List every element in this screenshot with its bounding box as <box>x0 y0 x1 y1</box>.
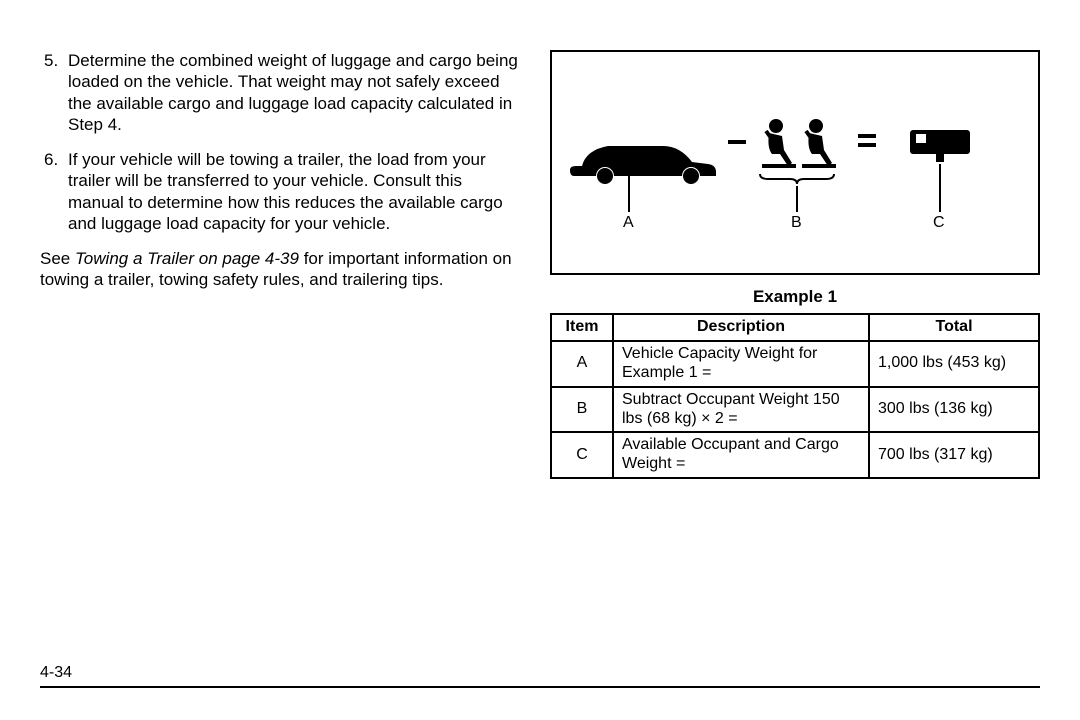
left-column: 5. Determine the combined weight of lugg… <box>40 50 520 479</box>
example-caption: Example 1 <box>550 287 1040 307</box>
step-5: 5. Determine the combined weight of lugg… <box>68 50 520 135</box>
see-reference: See Towing a Trailer on page 4-39 for im… <box>40 248 520 291</box>
page-footer: 4-34 <box>40 662 1040 688</box>
load-diagram: A <box>550 50 1040 275</box>
pointer-b <box>796 186 798 212</box>
cell-desc: Vehicle Capacity Weight for Example 1 = <box>613 341 869 387</box>
step-6: 6. If your vehicle will be towing a trai… <box>68 149 520 234</box>
cell-desc: Available Occupant and Cargo Weight = <box>613 432 869 478</box>
label-a: A <box>623 214 634 232</box>
occupants-icon <box>758 118 836 179</box>
step-text: If your vehicle will be towing a trailer… <box>68 150 503 233</box>
cell-total: 700 lbs (317 kg) <box>869 432 1039 478</box>
cell-total: 300 lbs (136 kg) <box>869 387 1039 433</box>
pointer-a <box>628 174 630 212</box>
table-row: A Vehicle Capacity Weight for Example 1 … <box>551 341 1039 387</box>
cell-total: 1,000 lbs (453 kg) <box>869 341 1039 387</box>
equals-icon <box>858 134 876 152</box>
table-row: B Subtract Occupant Weight 150 lbs (68 k… <box>551 387 1039 433</box>
right-column: A <box>550 50 1040 479</box>
capacity-table: Item Description Total A Vehicle Capacit… <box>550 313 1040 479</box>
cargo-icon <box>908 128 972 164</box>
see-italic: Towing a Trailer on page 4-39 <box>75 249 299 268</box>
pointer-c <box>939 164 941 212</box>
step-number: 5. <box>44 50 58 71</box>
steps-list: 5. Determine the combined weight of lugg… <box>40 50 520 234</box>
cell-item: B <box>551 387 613 433</box>
cell-item: C <box>551 432 613 478</box>
th-total: Total <box>869 314 1039 341</box>
th-item: Item <box>551 314 613 341</box>
table-row: C Available Occupant and Cargo Weight = … <box>551 432 1039 478</box>
label-b: B <box>791 214 802 232</box>
label-c: C <box>933 214 945 232</box>
step-text: Determine the combined weight of luggage… <box>68 51 518 134</box>
step-number: 6. <box>44 149 58 170</box>
page-number: 4-34 <box>40 664 72 681</box>
see-prefix: See <box>40 249 75 268</box>
th-desc: Description <box>613 314 869 341</box>
minus-icon <box>728 140 746 144</box>
cell-item: A <box>551 341 613 387</box>
cell-desc: Subtract Occupant Weight 150 lbs (68 kg)… <box>613 387 869 433</box>
car-icon <box>568 132 718 187</box>
brace-icon <box>758 172 836 186</box>
footer-rule <box>40 686 1040 688</box>
table-header-row: Item Description Total <box>551 314 1039 341</box>
